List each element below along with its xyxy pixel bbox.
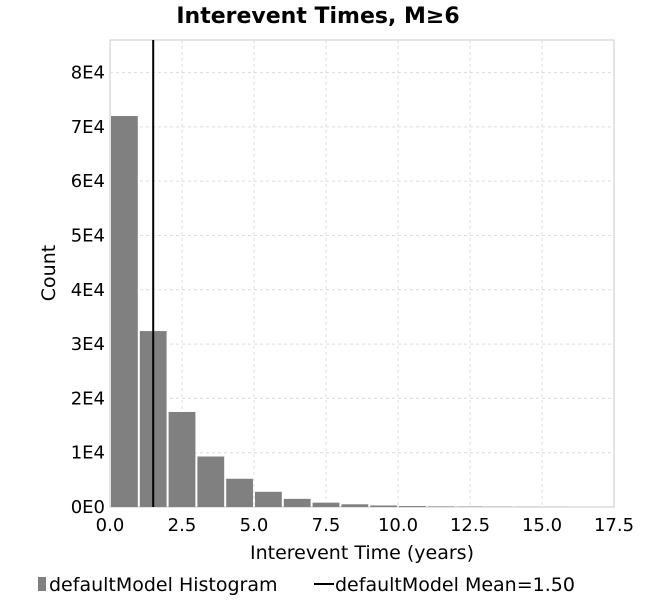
legend-label-mean: defaultModel Mean=1.50 [335,574,575,596]
histogram-bar [283,498,311,507]
legend-label-histogram: defaultModel Histogram [49,574,278,596]
y-tick-label: 2E4 [71,388,105,409]
y-tick-label: 4E4 [71,280,105,301]
legend: defaultModel Histogram defaultModel Mean… [38,574,575,596]
x-tick-label: 17.5 [594,515,634,536]
y-tick-label: 7E4 [71,117,105,138]
x-tick-label: 2.5 [168,515,197,536]
x-tick-label: 7.5 [312,515,341,536]
histogram-bar [197,456,225,507]
x-axis-label: Interevent Time (years) [250,542,474,564]
histogram-bar [370,505,397,507]
x-axis-ticks: 0.0 2.5 5.0 7.5 10.0 12.5 15.0 17.5 [96,515,634,536]
y-axis-label: Count [38,245,60,301]
y-axis-ticks: 0E0 1E4 2E4 3E4 4E4 5E4 6E4 7E4 8E4 [71,63,105,518]
histogram-bar [427,506,455,507]
histogram-bar [312,502,340,507]
y-tick-label: 6E4 [71,171,105,192]
histogram-bar [111,116,138,507]
histogram-bar [226,478,253,507]
histogram-bar [399,506,426,507]
y-tick-label: 8E4 [71,63,105,84]
y-tick-label: 5E4 [71,225,105,246]
x-tick-label: 0.0 [96,515,125,536]
histogram-bar [341,504,369,507]
y-tick-label: 3E4 [71,334,105,355]
x-tick-label: 15.0 [522,515,562,536]
histogram-bar [255,491,282,507]
x-tick-label: 12.5 [450,515,490,536]
chart-title: Interevent Times, M≥6 [176,4,459,29]
x-tick-label: 10.0 [378,515,418,536]
legend-swatch-histogram [38,577,46,591]
y-tick-label: 1E4 [71,443,105,464]
histogram-bar [168,411,196,507]
x-tick-label: 5.0 [240,515,269,536]
y-tick-label: 0E0 [71,497,105,518]
